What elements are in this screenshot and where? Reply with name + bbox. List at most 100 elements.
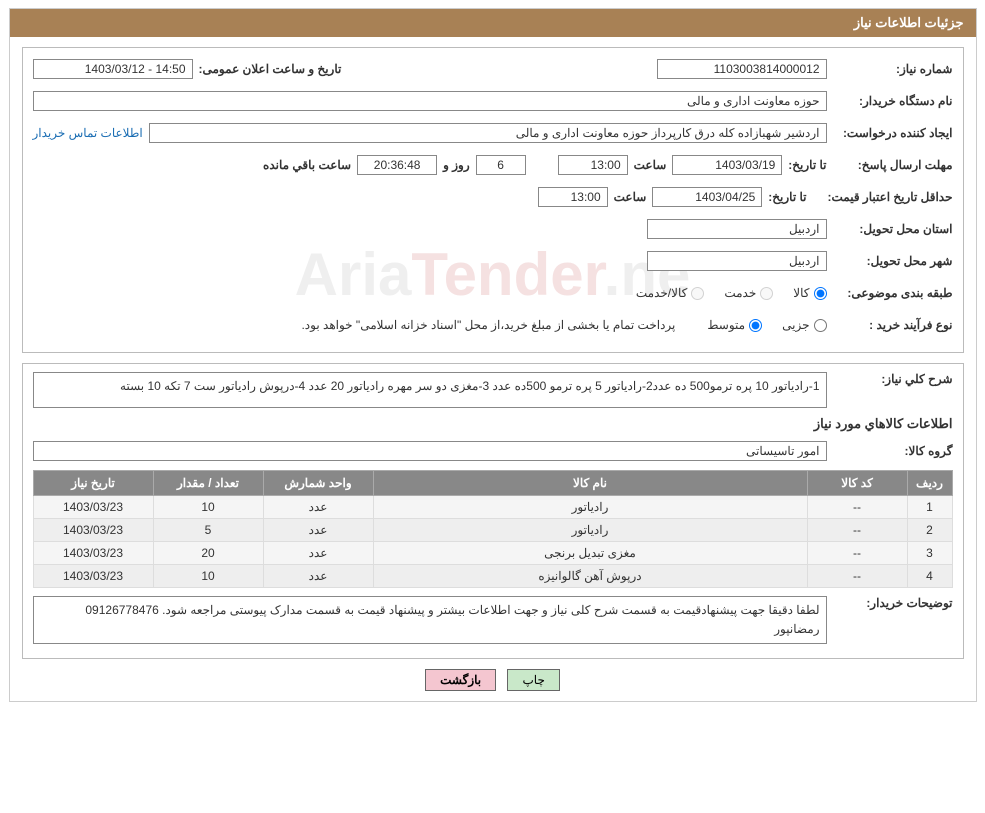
cell-unit: عدد — [263, 542, 373, 565]
label-requester: ایجاد کننده درخواست: — [833, 126, 953, 140]
back-button[interactable]: بازگشت — [425, 669, 496, 691]
page-title-bar: جزئیات اطلاعات نیاز — [10, 9, 976, 37]
items-table-header-row: رديف کد کالا نام کالا واحد شمارش تعداد /… — [33, 471, 952, 496]
row-province: استان محل تحویل: اردبیل — [33, 216, 953, 242]
radio-medium-input[interactable] — [749, 319, 762, 332]
radio-partial-input[interactable] — [814, 319, 827, 332]
value-validity-date: 1403/04/25 — [652, 187, 762, 207]
value-buyer-notes: لطفا دقیقا جهت پیشنهادقیمت به قسمت شرح ک… — [33, 596, 827, 644]
th-date: تاريخ نياز — [33, 471, 153, 496]
value-need-desc: 1-رادیاتور 10 پره ترمو500 ده عدد2-رادیات… — [33, 372, 827, 408]
value-remaining-days: 6 — [476, 155, 526, 175]
cell-qty: 10 — [153, 565, 263, 588]
purchase-note: پرداخت تمام یا بخشی از مبلغ خرید،از محل … — [301, 318, 675, 332]
row-purchase-type: نوع فرآیند خرید : جزیی متوسط پرداخت تمام… — [33, 312, 953, 338]
label-classification: طبقه بندی موضوعی: — [833, 286, 953, 300]
row-buyer-notes: توضیحات خریدار: لطفا دقیقا جهت پیشنهادقی… — [33, 596, 953, 644]
row-buyer-org: نام دستگاه خریدار: حوزه معاونت اداری و م… — [33, 88, 953, 114]
row-group: گروه کالا: امور تاسیساتی — [33, 438, 953, 464]
row-classification: طبقه بندی موضوعی: کالا خدمت کالا/خدمت — [33, 280, 953, 306]
items-subheader: اطلاعات کالاهاي مورد نياز — [33, 416, 953, 432]
table-row: 1--رادیاتورعدد101403/03/23 — [33, 496, 952, 519]
cell-name: درپوش آهن گالوانیزه — [373, 565, 807, 588]
radio-kala[interactable]: کالا — [793, 286, 826, 300]
label-need-desc: شرح کلي نياز: — [833, 372, 953, 386]
cell-date: 1403/03/23 — [33, 542, 153, 565]
label-purchase-type: نوع فرآیند خرید : — [833, 318, 953, 332]
items-table: رديف کد کالا نام کالا واحد شمارش تعداد /… — [33, 470, 953, 588]
value-city: اردبیل — [647, 251, 827, 271]
row-need-desc: شرح کلي نياز: 1-رادیاتور 10 پره ترمو500 … — [33, 372, 953, 408]
table-row: 3--مغزی تبدیل برنجیعدد201403/03/23 — [33, 542, 952, 565]
buyer-contact-link[interactable]: اطلاعات تماس خریدار — [33, 126, 143, 140]
radio-medium[interactable]: متوسط — [707, 318, 762, 332]
radio-partial-label: جزیی — [782, 318, 809, 332]
row-validity: حداقل تاریخ اعتبار قیمت: تا تاریخ: 1403/… — [33, 184, 953, 210]
radio-kala-input[interactable] — [814, 287, 827, 300]
cell-code: -- — [807, 542, 907, 565]
value-province: اردبیل — [647, 219, 827, 239]
cell-unit: عدد — [263, 565, 373, 588]
radio-partial[interactable]: جزیی — [782, 318, 826, 332]
button-row: چاپ بازگشت — [10, 669, 976, 691]
value-validity-time: 13:00 — [538, 187, 608, 207]
table-row: 4--درپوش آهن گالوانیزهعدد101403/03/23 — [33, 565, 952, 588]
value-deadline-date: 1403/03/19 — [672, 155, 782, 175]
cell-idx: 3 — [907, 542, 952, 565]
label-time-1: ساعت — [634, 158, 667, 172]
label-deadline: مهلت ارسال پاسخ: — [833, 158, 953, 172]
print-button[interactable]: چاپ — [507, 669, 559, 691]
radio-kala-khadamat[interactable]: کالا/خدمت — [636, 286, 704, 300]
label-buyer-org: نام دستگاه خریدار: — [833, 94, 953, 108]
th-qty: تعداد / مقدار — [153, 471, 263, 496]
row-need-number: شماره نیاز: 1103003814000012 تاریخ و ساع… — [33, 56, 953, 82]
cell-name: مغزی تبدیل برنجی — [373, 542, 807, 565]
label-time-2: ساعت — [614, 190, 647, 204]
th-unit: واحد شمارش — [263, 471, 373, 496]
th-code: کد کالا — [807, 471, 907, 496]
cell-qty: 5 — [153, 519, 263, 542]
label-remaining-suffix: ساعت باقي مانده — [263, 158, 351, 172]
cell-idx: 4 — [907, 565, 952, 588]
cell-name: رادیاتور — [373, 519, 807, 542]
value-need-number: 1103003814000012 — [657, 59, 827, 79]
value-deadline-time: 13:00 — [558, 155, 628, 175]
label-city: شهر محل تحویل: — [833, 254, 953, 268]
value-requester: اردشیر شهبازاده کله درق کارپرداز حوزه مع… — [149, 123, 827, 143]
cell-idx: 1 — [907, 496, 952, 519]
cell-name: رادیاتور — [373, 496, 807, 519]
row-requester: ایجاد کننده درخواست: اردشیر شهبازاده کله… — [33, 120, 953, 146]
value-remaining-hms: 20:36:48 — [357, 155, 437, 175]
row-city: شهر محل تحویل: اردبیل — [33, 248, 953, 274]
value-group: امور تاسیساتی — [33, 441, 827, 461]
label-to-date-1: تا تاریخ: — [788, 158, 826, 172]
info-section: شماره نیاز: 1103003814000012 تاریخ و ساع… — [22, 47, 964, 353]
label-days-and: روز و — [443, 158, 470, 172]
cell-code: -- — [807, 565, 907, 588]
need-section: شرح کلي نياز: 1-رادیاتور 10 پره ترمو500 … — [22, 363, 964, 659]
label-need-number: شماره نیاز: — [833, 62, 953, 76]
cell-code: -- — [807, 496, 907, 519]
radio-khadamat-input[interactable] — [760, 287, 773, 300]
value-announce: 14:50 - 1403/03/12 — [33, 59, 193, 79]
page-container: جزئیات اطلاعات نیاز شماره نیاز: 11030038… — [9, 8, 977, 702]
label-validity: حداقل تاریخ اعتبار قیمت: — [813, 190, 953, 204]
label-announce: تاریخ و ساعت اعلان عمومی: — [199, 62, 342, 76]
cell-code: -- — [807, 519, 907, 542]
radio-kala-khadamat-input[interactable] — [691, 287, 704, 300]
cell-qty: 20 — [153, 542, 263, 565]
cell-date: 1403/03/23 — [33, 565, 153, 588]
classification-radio-group: کالا خدمت کالا/خدمت — [636, 286, 827, 300]
radio-khadamat[interactable]: خدمت — [724, 286, 773, 300]
page-title: جزئیات اطلاعات نیاز — [854, 15, 964, 30]
radio-kala-khadamat-label: کالا/خدمت — [636, 286, 687, 300]
th-name: نام کالا — [373, 471, 807, 496]
th-idx: رديف — [907, 471, 952, 496]
cell-idx: 2 — [907, 519, 952, 542]
cell-unit: عدد — [263, 496, 373, 519]
label-province: استان محل تحویل: — [833, 222, 953, 236]
label-group: گروه کالا: — [833, 444, 953, 458]
cell-date: 1403/03/23 — [33, 496, 153, 519]
value-buyer-org: حوزه معاونت اداری و مالی — [33, 91, 827, 111]
cell-qty: 10 — [153, 496, 263, 519]
